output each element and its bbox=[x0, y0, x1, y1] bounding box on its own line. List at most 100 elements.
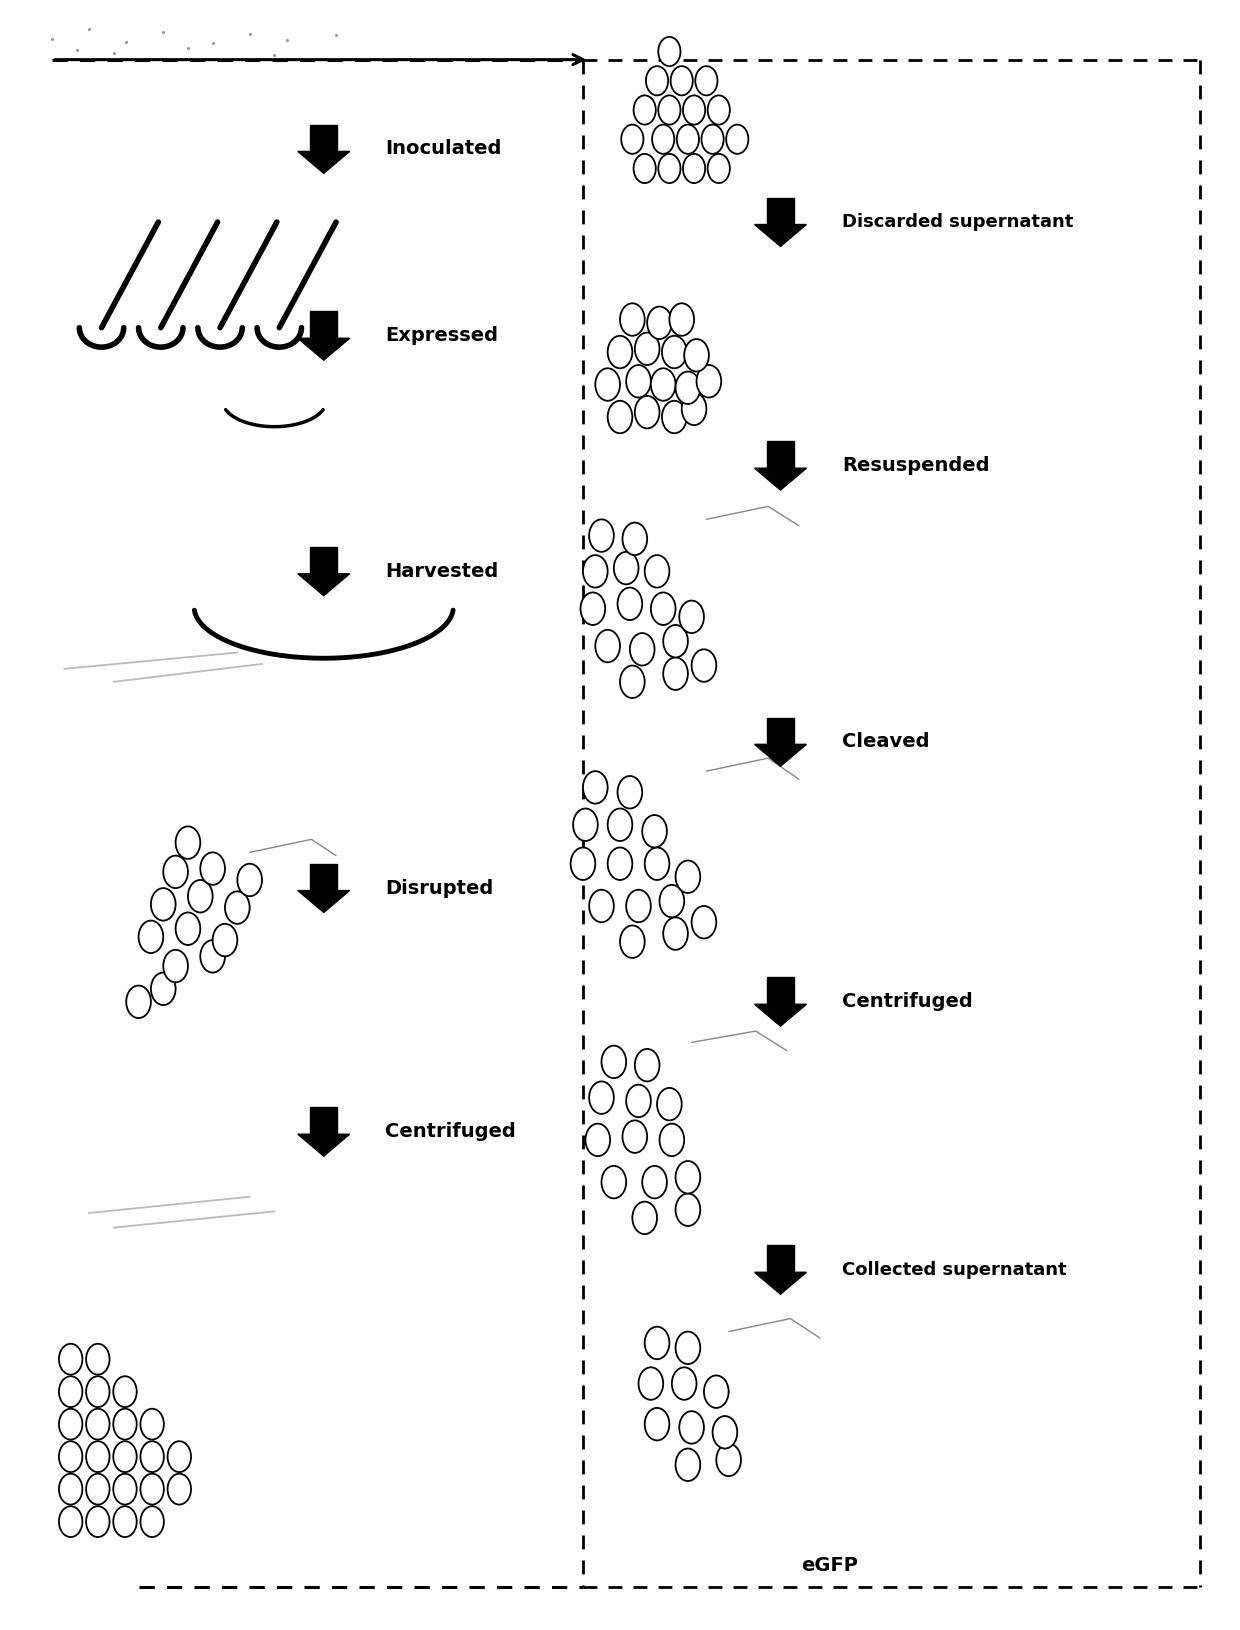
Polygon shape bbox=[310, 311, 337, 339]
Circle shape bbox=[645, 556, 670, 587]
Circle shape bbox=[583, 771, 608, 804]
Circle shape bbox=[713, 1416, 738, 1449]
Circle shape bbox=[660, 885, 684, 918]
Circle shape bbox=[580, 592, 605, 624]
Circle shape bbox=[621, 124, 644, 153]
Circle shape bbox=[589, 1081, 614, 1113]
Circle shape bbox=[60, 1506, 82, 1537]
Circle shape bbox=[140, 1506, 164, 1537]
Circle shape bbox=[657, 1087, 682, 1120]
Circle shape bbox=[676, 861, 701, 893]
Polygon shape bbox=[766, 978, 794, 1004]
Polygon shape bbox=[310, 864, 337, 890]
Circle shape bbox=[702, 124, 724, 153]
Text: eGFP: eGFP bbox=[801, 1557, 858, 1575]
Polygon shape bbox=[310, 548, 337, 574]
Circle shape bbox=[585, 1123, 610, 1156]
Circle shape bbox=[635, 333, 660, 365]
Circle shape bbox=[622, 1120, 647, 1152]
Text: Harvested: Harvested bbox=[386, 562, 498, 580]
Circle shape bbox=[676, 1193, 701, 1226]
Circle shape bbox=[140, 1441, 164, 1472]
Circle shape bbox=[60, 1376, 82, 1407]
Circle shape bbox=[570, 848, 595, 880]
Circle shape bbox=[683, 96, 706, 124]
Circle shape bbox=[645, 848, 670, 880]
Circle shape bbox=[647, 306, 672, 339]
Text: Expressed: Expressed bbox=[386, 326, 498, 346]
Circle shape bbox=[573, 808, 598, 841]
Circle shape bbox=[608, 808, 632, 841]
Circle shape bbox=[620, 665, 645, 698]
Circle shape bbox=[176, 826, 201, 859]
Circle shape bbox=[113, 1376, 136, 1407]
Text: Cleaved: Cleaved bbox=[842, 732, 930, 751]
Circle shape bbox=[626, 890, 651, 923]
Circle shape bbox=[614, 553, 639, 584]
Circle shape bbox=[662, 336, 687, 368]
Circle shape bbox=[626, 1084, 651, 1117]
Circle shape bbox=[167, 1474, 191, 1504]
Circle shape bbox=[632, 1201, 657, 1234]
Circle shape bbox=[620, 926, 645, 958]
Circle shape bbox=[167, 1441, 191, 1472]
Circle shape bbox=[639, 1368, 663, 1400]
Polygon shape bbox=[298, 152, 350, 173]
Circle shape bbox=[140, 1474, 164, 1504]
Circle shape bbox=[608, 336, 632, 368]
Circle shape bbox=[176, 913, 201, 945]
Circle shape bbox=[595, 629, 620, 662]
Circle shape bbox=[696, 67, 718, 96]
Polygon shape bbox=[298, 574, 350, 595]
Circle shape bbox=[201, 852, 224, 885]
Circle shape bbox=[113, 1408, 136, 1439]
Circle shape bbox=[60, 1474, 82, 1504]
Circle shape bbox=[660, 1123, 684, 1156]
Circle shape bbox=[60, 1441, 82, 1472]
Polygon shape bbox=[755, 1273, 806, 1294]
Polygon shape bbox=[310, 1107, 337, 1134]
Circle shape bbox=[634, 153, 656, 183]
Text: Collected supernatant: Collected supernatant bbox=[842, 1262, 1066, 1280]
Circle shape bbox=[618, 587, 642, 619]
Circle shape bbox=[677, 124, 699, 153]
Text: Disrupted: Disrupted bbox=[386, 879, 494, 898]
Polygon shape bbox=[755, 1004, 806, 1027]
Circle shape bbox=[151, 973, 176, 1006]
Circle shape bbox=[672, 1368, 697, 1400]
Polygon shape bbox=[298, 339, 350, 360]
Circle shape bbox=[658, 153, 681, 183]
Circle shape bbox=[164, 856, 188, 888]
Polygon shape bbox=[755, 745, 806, 766]
Circle shape bbox=[704, 1376, 729, 1408]
Circle shape bbox=[646, 67, 668, 96]
Circle shape bbox=[663, 657, 688, 689]
Circle shape bbox=[86, 1506, 109, 1537]
Circle shape bbox=[708, 96, 730, 124]
Circle shape bbox=[670, 303, 694, 336]
Polygon shape bbox=[766, 442, 794, 468]
Text: Inoculated: Inoculated bbox=[386, 140, 502, 158]
Text: Centrifuged: Centrifuged bbox=[386, 1123, 516, 1141]
Circle shape bbox=[237, 864, 262, 897]
Circle shape bbox=[608, 848, 632, 880]
Circle shape bbox=[645, 1408, 670, 1441]
Circle shape bbox=[663, 918, 688, 950]
Circle shape bbox=[626, 365, 651, 398]
Circle shape bbox=[86, 1376, 109, 1407]
Circle shape bbox=[676, 1449, 701, 1482]
Circle shape bbox=[589, 520, 614, 553]
Circle shape bbox=[60, 1343, 82, 1374]
Circle shape bbox=[86, 1343, 109, 1374]
Circle shape bbox=[140, 1408, 164, 1439]
Circle shape bbox=[717, 1444, 742, 1477]
Text: Discarded supernatant: Discarded supernatant bbox=[842, 214, 1074, 231]
Circle shape bbox=[680, 1412, 704, 1444]
Circle shape bbox=[676, 372, 701, 404]
Circle shape bbox=[708, 153, 730, 183]
Polygon shape bbox=[766, 197, 794, 225]
Circle shape bbox=[86, 1408, 109, 1439]
Circle shape bbox=[635, 396, 660, 429]
Circle shape bbox=[676, 1161, 701, 1193]
Circle shape bbox=[113, 1441, 136, 1472]
